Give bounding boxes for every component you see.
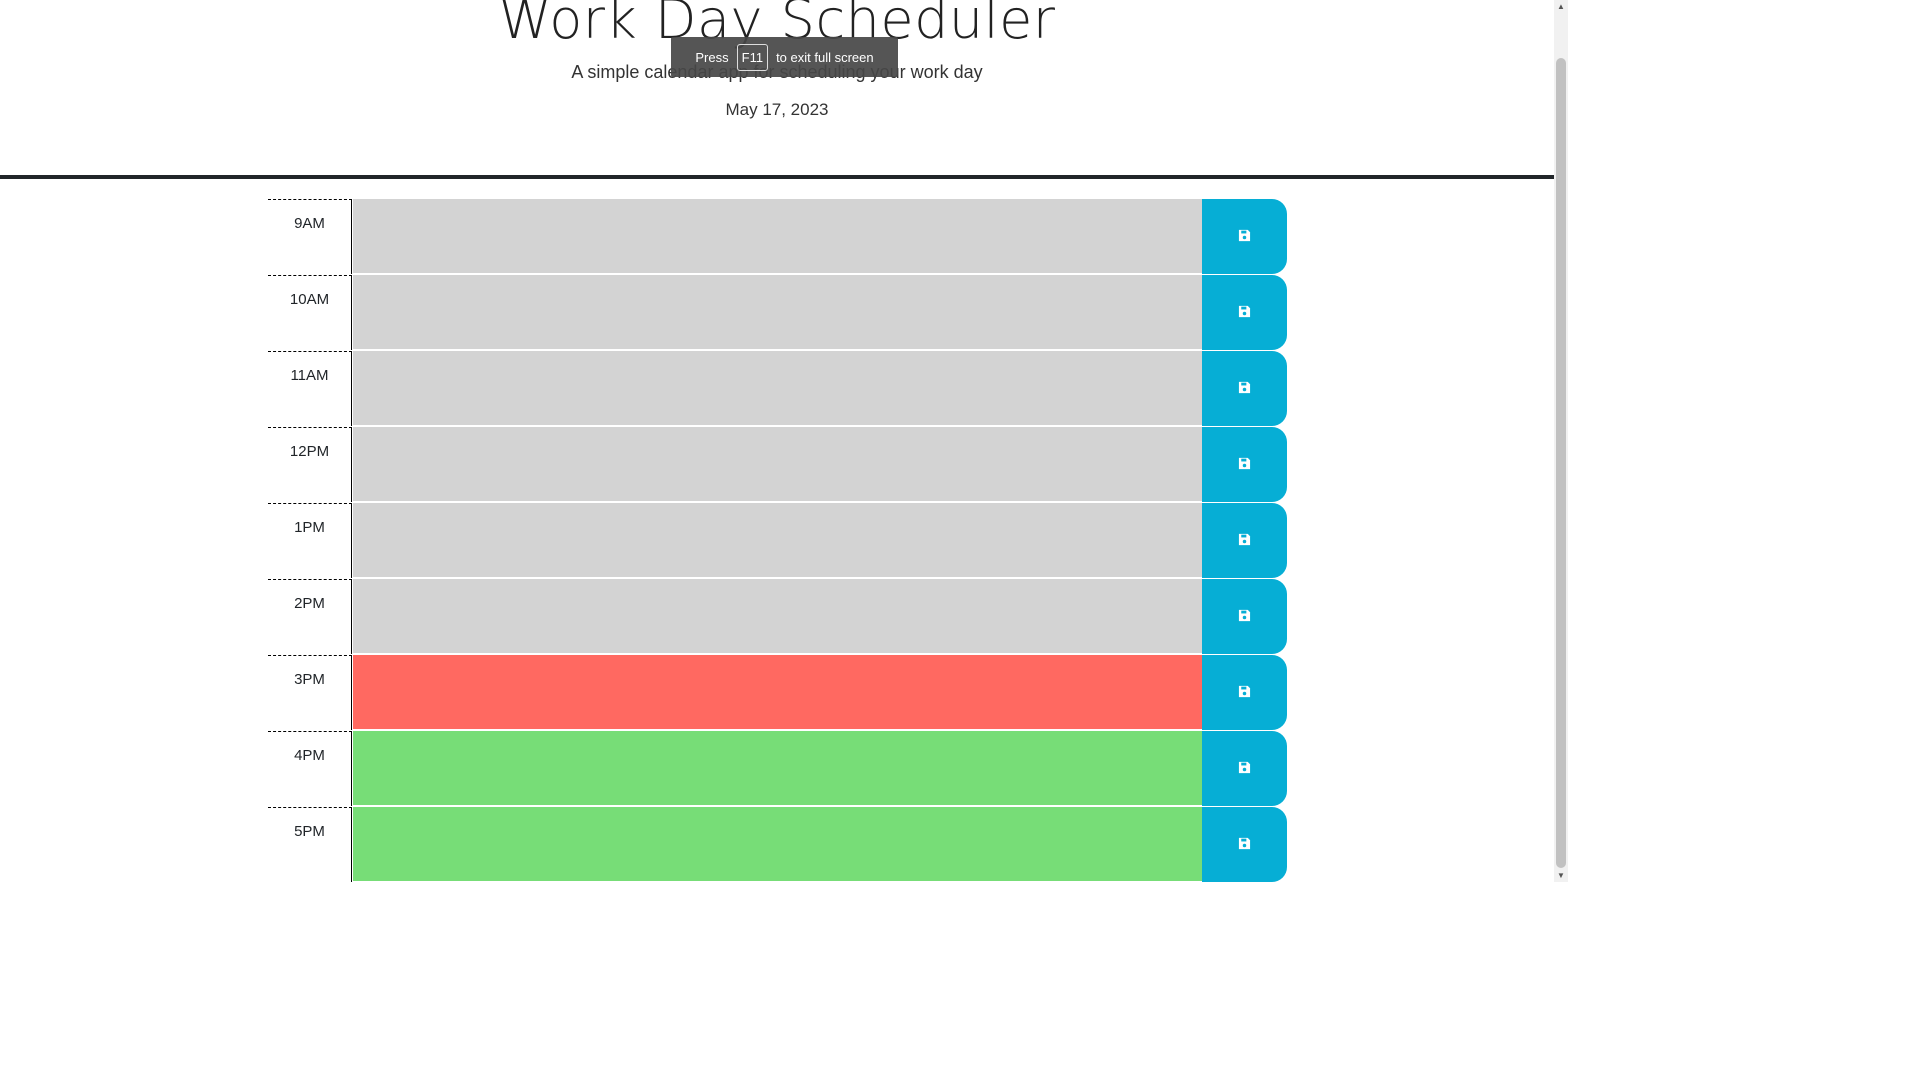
time-block-row: 12PM	[268, 427, 1287, 503]
time-block-row: 5PM	[268, 807, 1287, 882]
save-button[interactable]	[1202, 579, 1287, 654]
hour-label: 9AM	[268, 199, 352, 274]
time-block-row: 4PM	[268, 731, 1287, 807]
save-button[interactable]	[1202, 275, 1287, 350]
save-button[interactable]	[1202, 503, 1287, 578]
save-icon	[1238, 609, 1251, 625]
hour-label: 1PM	[268, 503, 352, 578]
event-description-input[interactable]	[353, 731, 1202, 806]
save-icon	[1238, 229, 1251, 245]
event-description-input[interactable]	[353, 199, 1202, 274]
time-block-row: 2PM	[268, 579, 1287, 655]
save-button[interactable]	[1202, 807, 1287, 882]
save-button[interactable]	[1202, 655, 1287, 730]
hour-label: 5PM	[268, 807, 352, 882]
current-date: May 17, 2023	[725, 100, 829, 119]
time-block-list: 9AM 10AM 11AM 12PM 1PM 2PM 3PM 4PM 5PM	[268, 199, 1287, 882]
event-description-input[interactable]	[353, 579, 1202, 654]
save-button[interactable]	[1202, 351, 1287, 426]
save-icon	[1238, 305, 1251, 321]
time-block-row: 1PM	[268, 503, 1287, 579]
hour-label: 10AM	[268, 275, 352, 350]
save-icon	[1238, 457, 1251, 473]
event-description-input[interactable]	[353, 351, 1202, 426]
fullscreen-notice-prefix: Press	[695, 49, 729, 65]
time-block-row: 11AM	[268, 351, 1287, 427]
vertical-scrollbar[interactable]: ▲ ▼	[1554, 0, 1568, 882]
header: Work Day Scheduler A simple calendar app…	[0, 0, 1554, 179]
scroll-down-icon[interactable]: ▼	[1557, 871, 1565, 880]
save-icon	[1238, 761, 1251, 777]
save-icon	[1238, 837, 1251, 853]
hour-label: 4PM	[268, 731, 352, 806]
fullscreen-notice: Press F11 to exit full screen	[671, 37, 898, 77]
time-block-row: 10AM	[268, 275, 1287, 351]
hour-label: 3PM	[268, 655, 352, 730]
hour-label: 12PM	[268, 427, 352, 502]
fullscreen-notice-suffix: to exit full screen	[776, 49, 874, 65]
event-description-input[interactable]	[353, 275, 1202, 350]
page: Work Day Scheduler A simple calendar app…	[0, 0, 1554, 882]
event-description-input[interactable]	[353, 503, 1202, 578]
save-button[interactable]	[1202, 199, 1287, 274]
save-icon	[1238, 381, 1251, 397]
hour-label: 11AM	[268, 351, 352, 426]
scrollbar-thumb[interactable]	[1556, 58, 1566, 868]
f11-key: F11	[736, 43, 769, 71]
save-icon	[1238, 533, 1251, 549]
save-button[interactable]	[1202, 731, 1287, 806]
save-icon	[1238, 685, 1251, 701]
event-description-input[interactable]	[353, 655, 1202, 730]
time-block-row: 9AM	[268, 199, 1287, 275]
event-description-input[interactable]	[353, 807, 1202, 882]
time-block-row: 3PM	[268, 655, 1287, 731]
event-description-input[interactable]	[353, 427, 1202, 502]
scroll-up-icon[interactable]: ▲	[1557, 2, 1565, 11]
hour-label: 2PM	[268, 579, 352, 654]
save-button[interactable]	[1202, 427, 1287, 502]
